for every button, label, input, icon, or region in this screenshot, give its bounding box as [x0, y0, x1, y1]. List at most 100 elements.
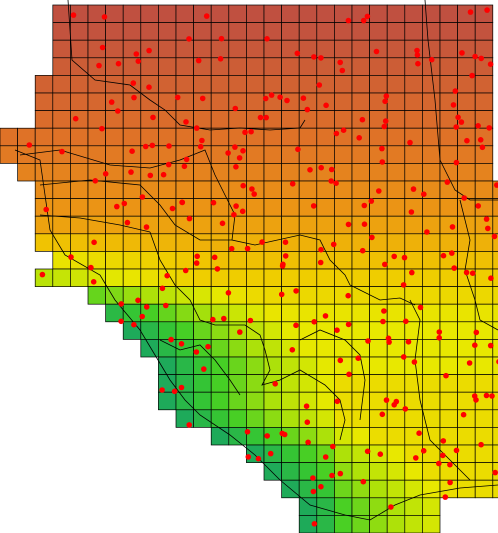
grid-cell [175, 356, 194, 375]
station-dot [310, 203, 317, 209]
grid-cell [158, 57, 177, 76]
grid-cell [422, 163, 441, 182]
grid-cell [175, 339, 194, 358]
grid-cell [422, 251, 441, 270]
station-dot [386, 339, 392, 345]
grid-cell [193, 286, 212, 305]
grid-cell [422, 4, 441, 23]
grid-cell [87, 215, 106, 235]
station-dot [382, 118, 389, 124]
grid-cell [439, 57, 458, 76]
grid-cell [474, 462, 494, 481]
station-dot [197, 143, 204, 150]
grid-cell [316, 515, 335, 533]
station-dot [381, 123, 388, 130]
grid-cell [334, 75, 353, 94]
grid-cell [87, 163, 106, 182]
grid-cell [351, 57, 370, 76]
grid-cell [474, 92, 494, 111]
grid-cell [193, 22, 212, 41]
grid-cell [105, 251, 124, 270]
station-dot [248, 128, 254, 135]
grid-cell [281, 215, 300, 235]
grid-cell [492, 427, 498, 446]
station-dot [405, 339, 412, 345]
grid-cell [228, 215, 247, 235]
grid-cell [457, 462, 476, 481]
grid-cell [87, 92, 106, 111]
grid-cell [369, 339, 388, 358]
station-dot [247, 317, 254, 324]
station-dot [182, 267, 189, 274]
grid-cell [263, 303, 282, 323]
grid-cell [439, 374, 458, 393]
station-dot [289, 181, 296, 187]
station-dot [359, 247, 366, 254]
grid-cell [246, 321, 265, 340]
grid-cell [422, 356, 441, 375]
grid-cell [439, 22, 458, 41]
station-dot [225, 150, 231, 156]
grid-cell [298, 57, 318, 76]
station-dot [124, 219, 131, 226]
grid-cell [281, 303, 300, 323]
grid-cell [246, 356, 265, 375]
grid-cell [439, 4, 458, 23]
station-dot [272, 381, 279, 387]
grid-cell [105, 145, 124, 164]
station-dot [221, 315, 227, 322]
border [409, 299, 471, 481]
grid-cell [298, 374, 318, 393]
station-dot [146, 84, 152, 90]
grid-cell [334, 303, 353, 323]
station-dot [318, 246, 324, 253]
station-dot [169, 205, 176, 212]
station-dot [210, 316, 216, 323]
station-dot [211, 254, 218, 261]
grid-cell [422, 198, 441, 217]
grid-cell [210, 286, 230, 305]
grid-cell [105, 127, 124, 147]
grid-cell [298, 339, 318, 358]
border [299, 329, 366, 421]
grid-cell [52, 127, 71, 147]
station-dot [447, 479, 453, 486]
grid-cell [140, 321, 159, 340]
station-dot [193, 125, 200, 131]
grid-cell [52, 268, 71, 287]
station-dot [400, 282, 407, 288]
grid-cell [263, 251, 282, 270]
station-dot [472, 53, 478, 60]
grid-cell [457, 374, 476, 393]
station-dot [380, 318, 386, 325]
grid-cell [263, 462, 282, 481]
station-dot [133, 51, 140, 57]
grid-cell [17, 163, 36, 182]
grid-cell [140, 4, 159, 23]
station-dot [101, 14, 108, 20]
grid-cell [281, 92, 300, 111]
station-dot [488, 275, 494, 282]
station-dot [491, 233, 498, 240]
station-dot [492, 469, 498, 476]
station-dot [410, 186, 417, 192]
station-dot [355, 355, 362, 362]
station-dot [183, 156, 190, 163]
station-dot [489, 393, 495, 399]
grid-cell [298, 286, 318, 305]
grid-cell [422, 479, 441, 499]
station-dot [478, 55, 485, 62]
grid-cell [422, 39, 441, 59]
grid-cell [386, 57, 406, 76]
station-dot [472, 342, 478, 349]
grid-cell [334, 251, 353, 270]
grid-cell [457, 409, 476, 428]
grid-cell [263, 57, 282, 76]
border [39, 179, 232, 241]
grid-cell [228, 75, 247, 94]
station-dot [417, 304, 424, 311]
grid-cell [70, 75, 89, 94]
grid-cell [87, 110, 106, 129]
station-dot [415, 60, 421, 67]
grid-cell [70, 233, 89, 252]
